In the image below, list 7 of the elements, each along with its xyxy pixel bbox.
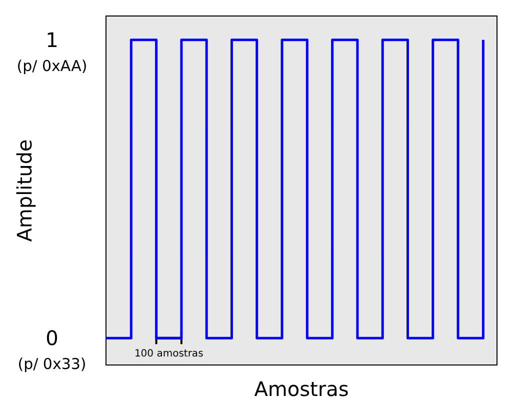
y-tick-label: 1: [46, 28, 58, 52]
y-axis-title: Amplitude: [12, 139, 37, 242]
x-axis-title: Amostras: [254, 377, 349, 401]
y-tick-label: 0: [46, 326, 58, 350]
text: (p/ 0xAA): [16, 56, 88, 75]
text: (p/ 0x33): [18, 355, 86, 374]
annotation: 100 amostras: [134, 348, 204, 360]
